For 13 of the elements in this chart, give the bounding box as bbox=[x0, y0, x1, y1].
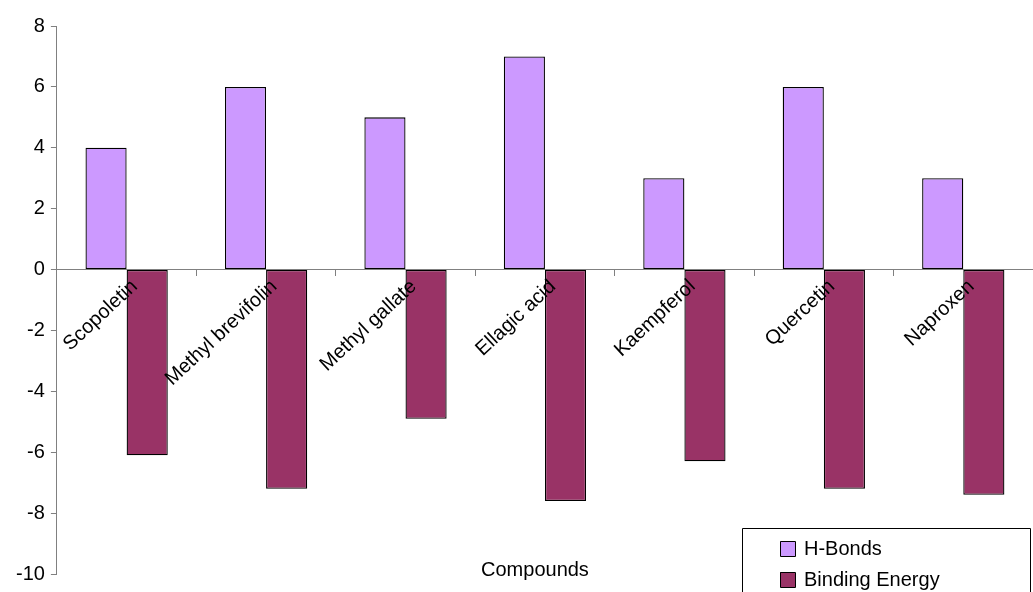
legend-label: H-Bonds bbox=[804, 536, 882, 559]
y-tick-label: 6 bbox=[33, 74, 45, 97]
y-tick-label: -6 bbox=[27, 439, 45, 462]
legend-label: Binding Energy bbox=[804, 567, 940, 590]
y-tick-label: 4 bbox=[33, 135, 45, 158]
y-tick-label: -10 bbox=[16, 561, 45, 584]
y-tick-label: -2 bbox=[27, 317, 45, 340]
y-tick-label: -8 bbox=[27, 500, 45, 523]
y-tick-label: 8 bbox=[33, 13, 45, 36]
y-tick-label: 2 bbox=[33, 196, 45, 219]
y-tick-label: 0 bbox=[33, 257, 45, 280]
y-tick-label: -4 bbox=[27, 378, 45, 401]
x-axis-title: Compounds bbox=[481, 557, 589, 580]
